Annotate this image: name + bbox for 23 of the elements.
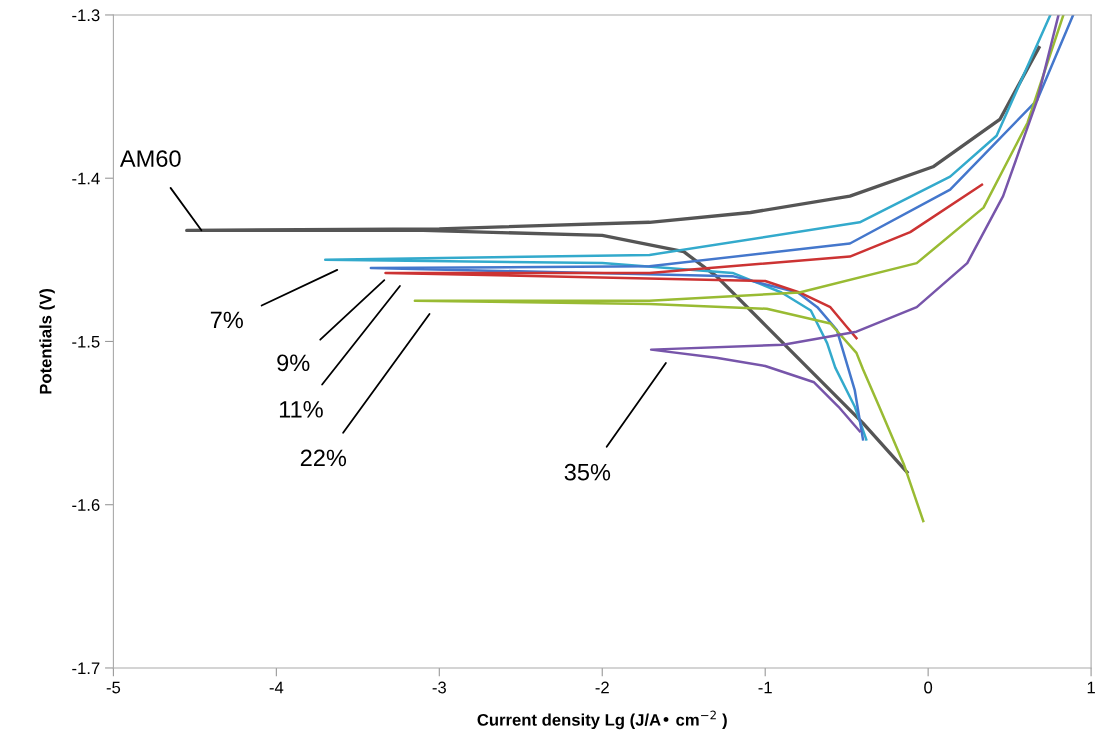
x-tick-label: -2: [595, 681, 609, 694]
x-tick-label: 0: [924, 681, 933, 694]
text: AM60: [119, 150, 181, 167]
text: 9%: [277, 354, 310, 372]
y-tick-label: -1.4: [72, 172, 100, 185]
y-axis-title: Potentials (V): [39, 289, 55, 394]
y-tick-label: -1.3: [72, 9, 100, 22]
x-axis-title: Current density Lg (J/A• cm$^{−2}$ ): [477, 710, 727, 730]
x-tick-label: 1: [1087, 681, 1095, 694]
line-series: [384, 183, 984, 340]
y-tick-label: -1.7: [72, 662, 100, 674]
line-series: [413, 14, 1065, 523]
text: 7%: [210, 311, 243, 329]
line-series: [649, 14, 1060, 433]
x-tick-label: -3: [432, 681, 446, 694]
y-tick-label: -1.6: [72, 499, 100, 511]
x-tick-label: -4: [269, 681, 284, 694]
text: 11%: [279, 401, 323, 418]
x-tick-label: -5: [106, 681, 121, 694]
y-tick-label: -1.5: [72, 336, 100, 348]
text: 22%: [300, 449, 347, 467]
x-tick-label: -1: [758, 681, 772, 694]
text: 35%: [564, 463, 611, 481]
